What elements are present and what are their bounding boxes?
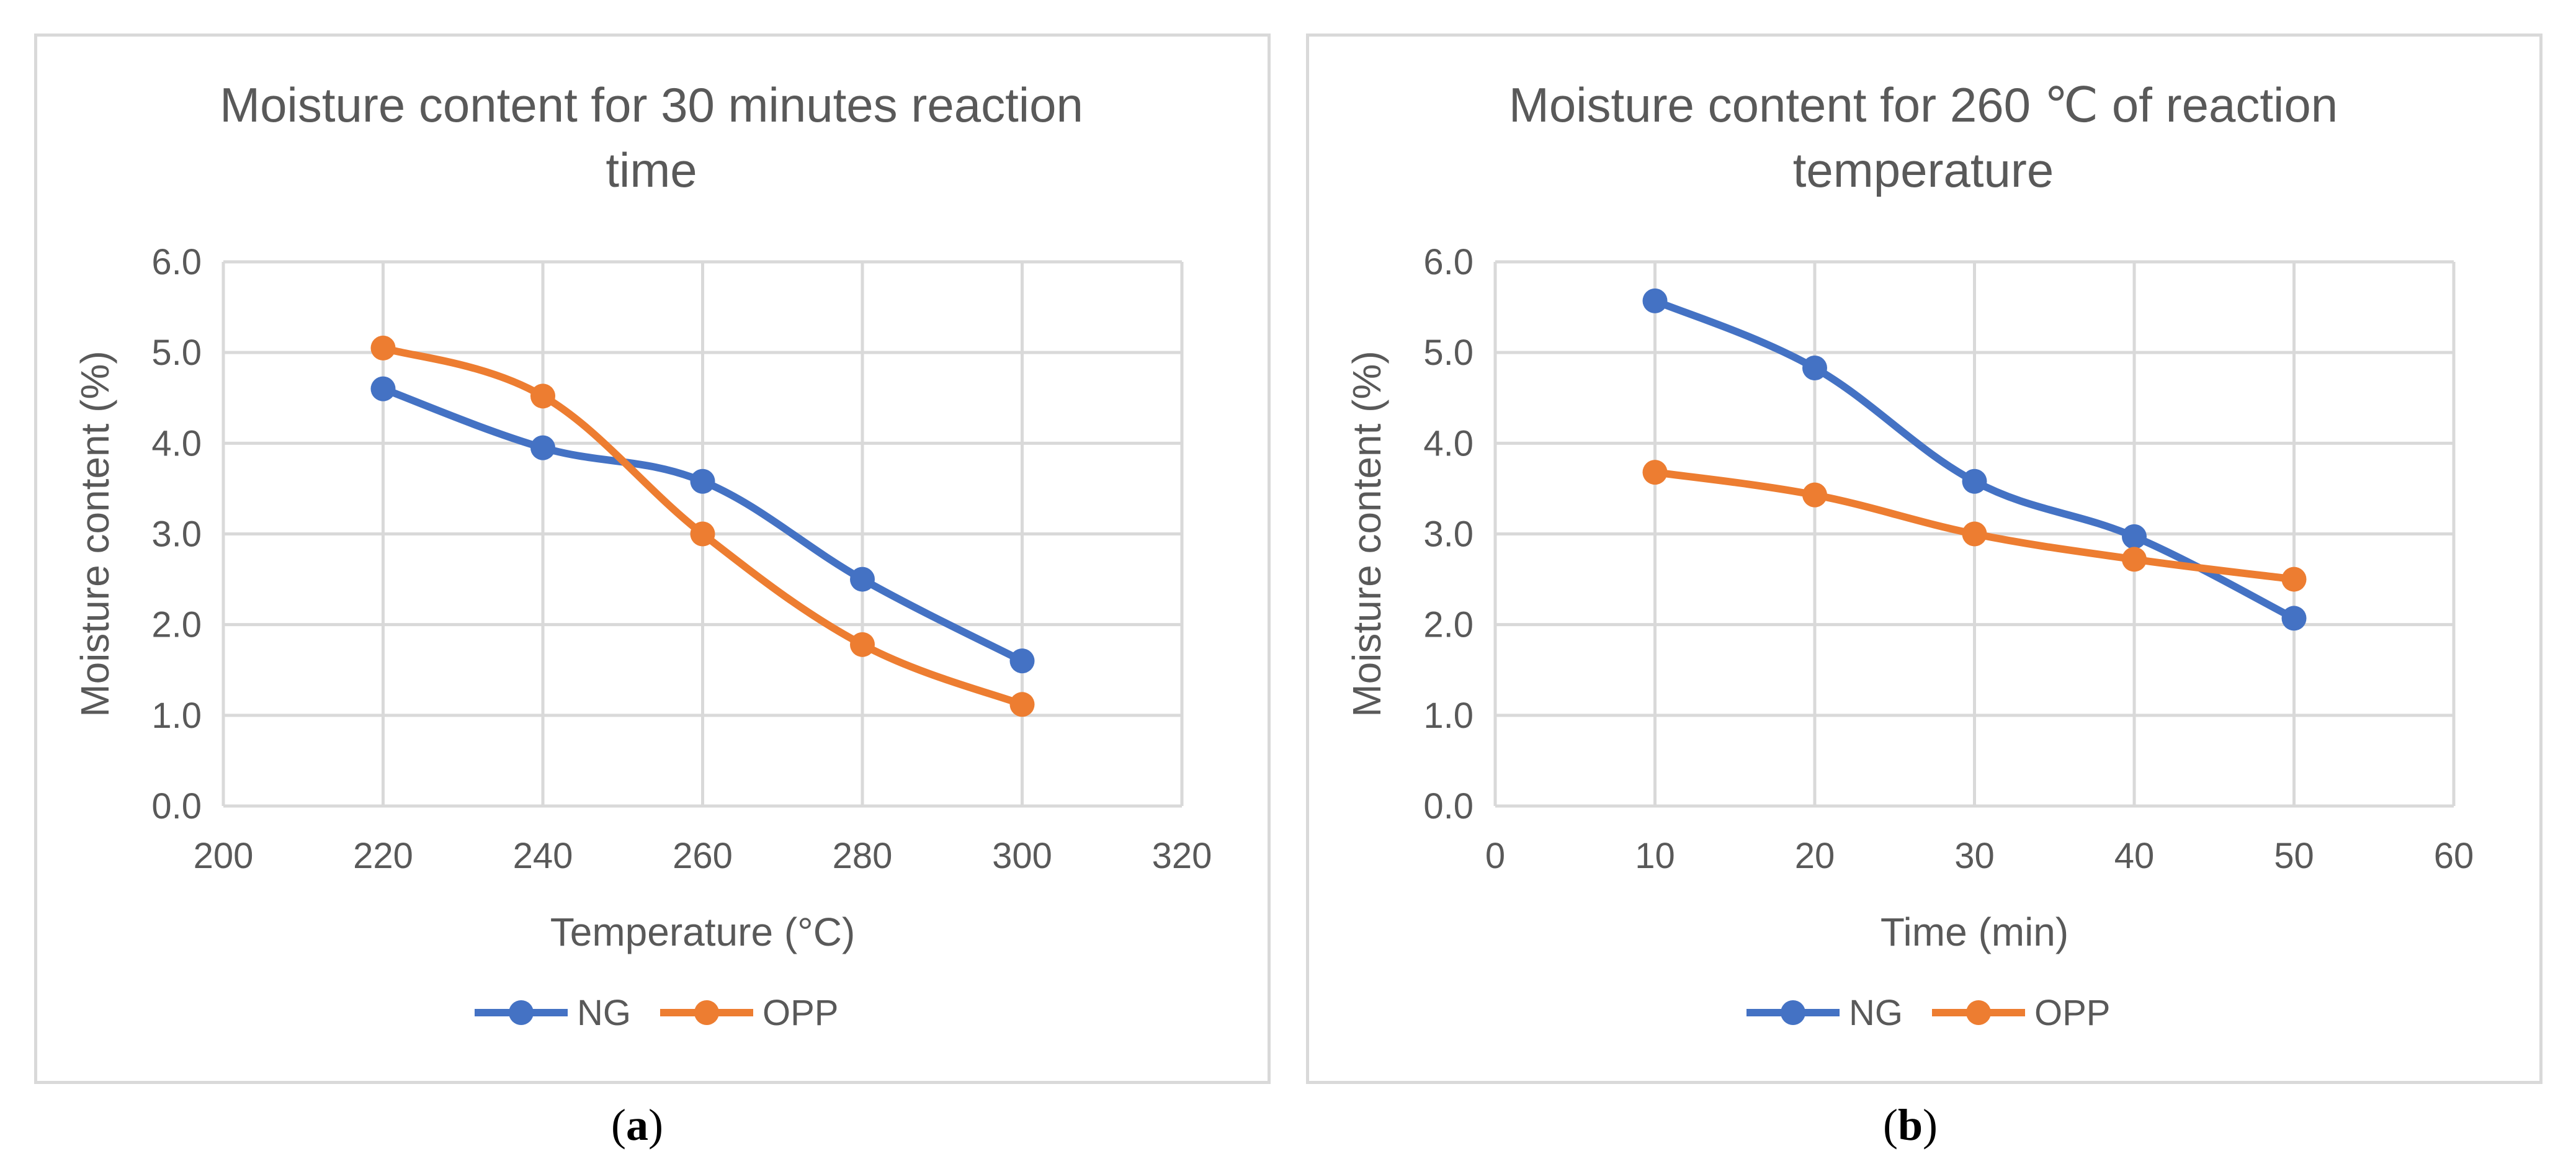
chart-b-xtick-label-5: 50 [2274,836,2314,876]
chart-a-ytick-label-5: 5.0 [151,333,202,373]
chart-a-series-ng-point-4 [1009,648,1035,674]
chart-a-ytick-label-2: 2.0 [151,605,202,645]
chart-a-legend-ng-label: NG [577,993,631,1033]
chart-a-ytick-label-1: 1.0 [151,696,202,736]
chart-b-svg: Moisture content for 260 ℃ of reaction te… [1344,78,2474,1033]
chart-b-series-ng-point-0 [1642,288,1668,313]
chart-a-xtick-label-3: 260 [673,836,733,876]
chart-a-series-opp-point-1 [530,383,555,409]
caption-b: (b) [1883,1100,1938,1150]
caption-a: (a) [611,1100,663,1150]
chart-a-series-opp-point-3 [850,632,875,657]
chart-a-ytick-label-6: 6.0 [151,242,202,282]
chart-a-series-ng-point-2 [690,468,715,494]
chart-a-xtick-label-6: 320 [1152,836,1212,876]
chart-a-legend-opp-swatch-marker [694,1000,719,1025]
chart-panel-a: Moisture content for 30 minutes reaction… [34,34,1271,1084]
chart-a-series-opp-point-2 [690,521,715,547]
chart-b-legend-opp-label: OPP [2034,993,2111,1033]
chart-b-title-line-1: Moisture content for 260 ℃ of reaction [1509,78,2338,132]
chart-b-ytick-label-1: 1.0 [1423,696,1474,736]
chart-a-legend-ng-swatch-marker [509,1000,534,1025]
chart-b-series-opp-point-2 [1962,521,1987,547]
chart-a-ytick-label-3: 3.0 [151,514,202,555]
chart-b-legend-opp-swatch-marker [1966,1000,1991,1025]
chart-b-ytick-label-5: 5.0 [1423,333,1474,373]
chart-b-y-axis-label: Moisture content (%) [1344,351,1389,717]
chart-a-xtick-label-0: 200 [194,836,254,876]
chart-a-series-ng-point-1 [530,435,555,460]
chart-b-series-ng-point-3 [2122,524,2147,549]
chart-b-series-opp-point-3 [2122,547,2147,572]
chart-a-xtick-label-4: 280 [833,836,893,876]
chart-a-series-ng-point-0 [370,376,396,401]
chart-a-series-opp-point-0 [370,335,396,361]
chart-b-xtick-label-2: 20 [1795,836,1835,876]
chart-a-ytick-label-4: 4.0 [151,423,202,464]
chart-b-series-ng-point-4 [2281,606,2307,631]
chart-b-ytick-label-4: 4.0 [1423,423,1474,464]
chart-b-series-opp-point-4 [2281,567,2307,592]
chart-b-xtick-label-1: 10 [1635,836,1675,876]
chart-a-y-axis-label: Moisture content (%) [73,351,117,717]
chart-panel-b: Moisture content for 260 ℃ of reaction te… [1306,34,2542,1084]
chart-b-xtick-label-4: 40 [2114,836,2155,876]
chart-b-xtick-label-3: 30 [1954,836,1995,876]
chart-b-series-ng-point-2 [1962,468,1987,494]
chart-a-series-ng-point-3 [850,567,875,592]
chart-a-title-line-2: time [606,143,697,197]
chart-b-legend-ng-swatch-marker [1781,1000,1805,1025]
chart-b-title-line-2: temperature [1793,143,2054,197]
chart-b-ytick-label-0: 0.0 [1423,786,1474,826]
chart-b-series-opp-point-1 [1802,482,1827,508]
chart-b-ytick-label-3: 3.0 [1423,514,1474,555]
chart-b-legend-ng-label: NG [1849,993,1903,1033]
chart-b-xtick-label-6: 60 [2434,836,2474,876]
chart-a-x-axis-label: Temperature (°C) [550,910,856,954]
chart-a-xtick-label-2: 240 [513,836,573,876]
chart-b-series-ng-point-1 [1802,356,1827,381]
chart-a-xtick-label-1: 220 [353,836,413,876]
chart-a-svg: Moisture content for 30 minutes reaction… [73,78,1212,1033]
chart-b-ytick-label-6: 6.0 [1423,242,1474,282]
caption-b-letter: b [1897,1100,1923,1150]
chart-a-legend-opp-label: OPP [763,993,839,1033]
chart-b-ytick-label-2: 2.0 [1423,605,1474,645]
caption-a-letter: a [625,1100,648,1150]
chart-b-series-opp-point-0 [1642,460,1668,485]
chart-b-xtick-label-0: 0 [1485,836,1505,876]
chart-b-x-axis-label: Time (min) [1881,910,2068,954]
chart-a-title-line-1: Moisture content for 30 minutes reaction [220,78,1083,132]
chart-a-ytick-label-0: 0.0 [151,786,202,826]
chart-a-series-opp-point-4 [1009,692,1035,717]
chart-a-xtick-label-5: 300 [992,836,1052,876]
